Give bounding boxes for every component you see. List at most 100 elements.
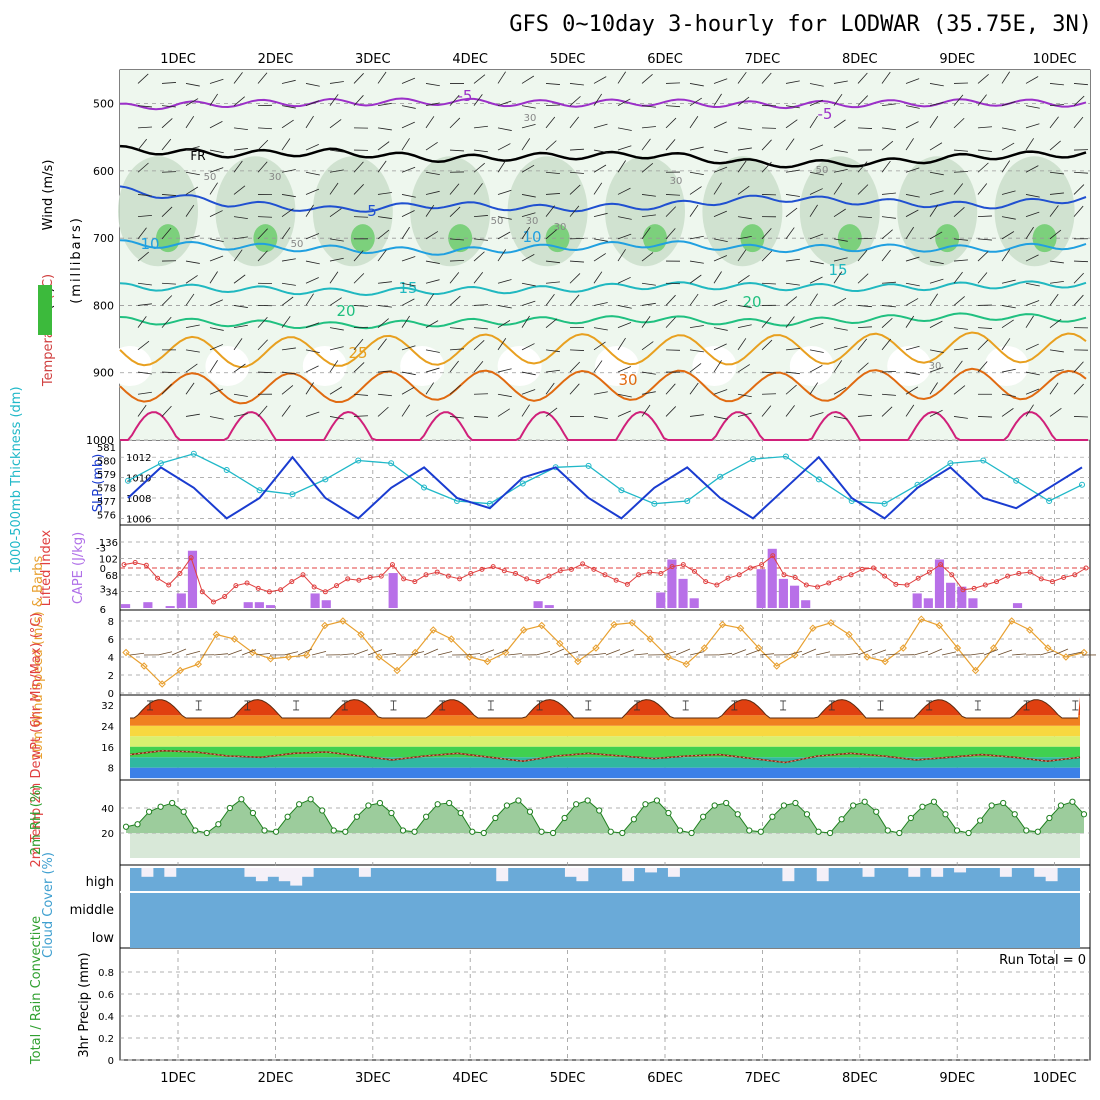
cape-bar	[968, 598, 978, 608]
li-marker	[334, 583, 340, 589]
wind-barb	[737, 364, 750, 373]
wind-barb	[785, 405, 795, 417]
wind10-marker	[827, 619, 835, 627]
wind-barb	[1025, 226, 1034, 240]
temp-line	[130, 699, 1078, 719]
wind-barb	[209, 255, 224, 262]
wind10-barb	[619, 649, 635, 656]
rh2m-area	[126, 799, 1084, 833]
cape-bar	[656, 592, 666, 608]
li-marker	[121, 562, 127, 568]
cloud-high-gap	[931, 868, 944, 877]
wind-barb	[137, 340, 150, 351]
rh2m-marker	[249, 809, 257, 817]
thickness-tick: 577	[97, 497, 116, 508]
wind-barb	[401, 166, 416, 173]
wind-barb	[761, 316, 772, 328]
wind10-marker	[447, 635, 456, 643]
wind-barb	[929, 102, 944, 107]
rh2m-marker	[122, 823, 130, 830]
dewpoint-line-overlay	[129, 750, 1081, 763]
wind10-barb	[605, 649, 621, 656]
wind-barb	[401, 194, 416, 198]
wind10-marker	[284, 653, 293, 661]
wind-barb	[305, 83, 320, 87]
wind-barb	[185, 413, 200, 417]
wind-barb	[833, 345, 848, 351]
wind-barb	[185, 235, 200, 240]
thickness-marker	[289, 491, 296, 498]
isotherm-30	[119, 367, 1087, 405]
wind10-marker	[357, 630, 365, 639]
wind-barb	[353, 73, 364, 84]
li-marker	[233, 583, 239, 589]
wind-barb	[473, 238, 488, 241]
wind-barb	[569, 171, 584, 174]
slp-tick: 1006	[126, 514, 151, 525]
thickness-marker	[256, 487, 263, 494]
wind-barb	[665, 82, 681, 84]
wind-barb	[233, 274, 246, 284]
panel-frame	[119, 439, 1091, 526]
rh2m-tick: 20	[101, 829, 114, 840]
wind-barb	[881, 249, 891, 262]
wind-barb	[809, 188, 823, 195]
wind-barb	[785, 371, 800, 375]
wind-barb	[785, 258, 800, 262]
wind-barb	[209, 416, 224, 420]
wind-barb	[593, 182, 603, 195]
wind-barb	[497, 338, 507, 351]
wind-barb	[833, 257, 848, 262]
wind-barb	[521, 226, 531, 240]
wind-barb	[665, 206, 677, 217]
wind-barb	[305, 115, 314, 129]
dry-region	[302, 346, 347, 386]
wind10-marker	[610, 620, 618, 629]
wind-barb	[1049, 83, 1064, 86]
wind10-barb	[213, 653, 229, 656]
wind-barb	[161, 194, 176, 196]
wind-barb	[1025, 371, 1040, 376]
wind-barb	[881, 127, 896, 131]
wind-barb	[497, 305, 512, 309]
wind-barb	[449, 149, 464, 152]
rh2m-marker	[596, 807, 603, 814]
wind-barb	[161, 316, 172, 328]
wind10-marker	[574, 657, 582, 666]
wind-barb	[905, 209, 919, 218]
wind-barb	[185, 293, 195, 306]
wind-barb	[209, 78, 224, 84]
wind10-barb	[311, 650, 327, 656]
cape-bar	[121, 604, 131, 608]
wind-barb	[137, 214, 152, 218]
cape-tick: 136	[99, 538, 118, 549]
li-marker	[434, 569, 440, 575]
wind-barb	[713, 343, 727, 351]
wind10-marker	[953, 644, 962, 652]
wind-barb	[929, 409, 943, 417]
wind-barb	[185, 115, 195, 129]
temp-minmax-bar	[195, 700, 202, 711]
thickness-tick: 580	[97, 457, 116, 468]
isotherm-10	[119, 239, 1087, 256]
wind-barb	[425, 320, 439, 329]
temp-minmax-bar	[926, 700, 933, 711]
rh-contour-label: 50	[291, 239, 304, 250]
wind-barb	[233, 160, 243, 173]
wind-barb	[689, 116, 699, 129]
wind-barb	[137, 404, 147, 417]
cloud-high-gap	[564, 868, 577, 877]
temp-minmax-bar	[634, 700, 640, 711]
rh2m-marker	[342, 828, 349, 835]
wind10-marker	[230, 635, 239, 643]
slp-tick: 1012	[126, 453, 151, 464]
wind-barb	[545, 281, 560, 284]
wind-barb	[593, 76, 607, 84]
cape-bar	[789, 585, 800, 608]
wind-barb	[689, 363, 702, 373]
wind-barb	[713, 121, 727, 129]
wind-barb	[1073, 184, 1085, 195]
cape-bar	[689, 598, 699, 608]
cloud-high-gap	[999, 868, 1012, 877]
wind10-marker	[1044, 644, 1052, 652]
